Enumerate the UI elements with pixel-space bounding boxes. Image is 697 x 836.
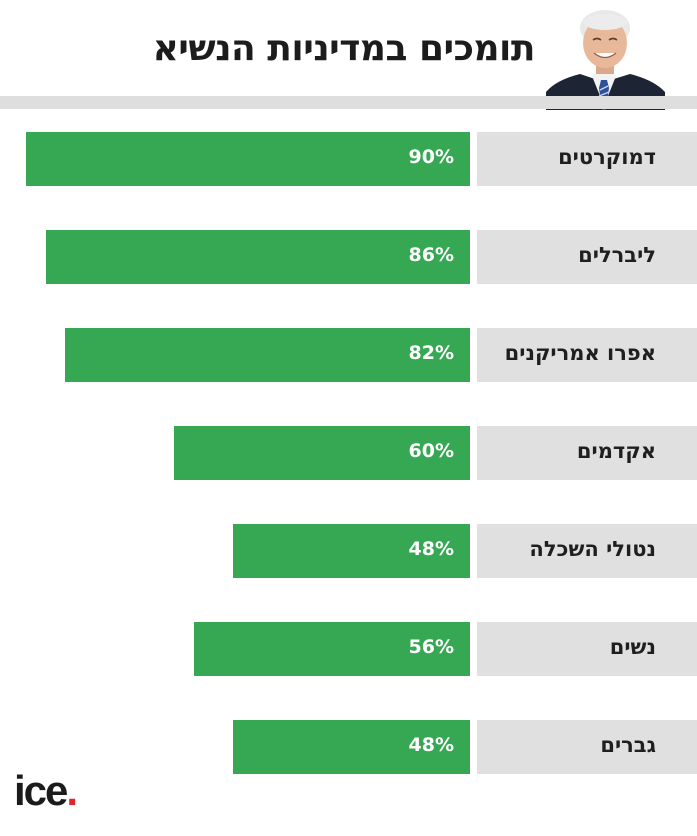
bar-value-label: 90%: [408, 146, 454, 168]
category-label: גברים: [600, 733, 656, 757]
category-label: נטולי השכלה: [529, 537, 656, 561]
category-label: ליברלים: [578, 243, 656, 267]
bar: [174, 426, 470, 480]
category-label-box: [477, 720, 697, 774]
category-label-box: [477, 230, 697, 284]
bar-value-label: 48%: [408, 734, 454, 756]
brand-logo: ice.: [14, 767, 78, 814]
bar: [65, 328, 470, 382]
brand-logo-text: ice: [14, 767, 68, 814]
bar-value-label: 60%: [408, 440, 454, 462]
category-label-box: [477, 524, 697, 578]
category-label-box: [477, 622, 697, 676]
bar-value-label: 56%: [408, 636, 454, 658]
bar-value-label: 82%: [408, 342, 454, 364]
bar: [46, 230, 470, 284]
chart-title: תומכים במדיניות הנשיא: [152, 28, 536, 69]
bar-value-label: 86%: [408, 244, 454, 266]
category-label: אפרו אמריקנים: [504, 341, 656, 365]
bar: [26, 132, 470, 186]
bar: [233, 524, 470, 578]
category-label-box: [477, 132, 697, 186]
bar-value-label: 48%: [408, 538, 454, 560]
brand-logo-dot: .: [66, 767, 78, 814]
president-portrait: [546, 6, 665, 110]
header-divider: [0, 96, 697, 109]
bar: [194, 622, 470, 676]
category-label-box: [477, 328, 697, 382]
category-label: דמוקרטים: [558, 145, 656, 169]
category-label: אקדמים: [576, 439, 656, 463]
category-label-box: [477, 426, 697, 480]
bar: [233, 720, 470, 774]
category-label: נשים: [609, 635, 656, 659]
